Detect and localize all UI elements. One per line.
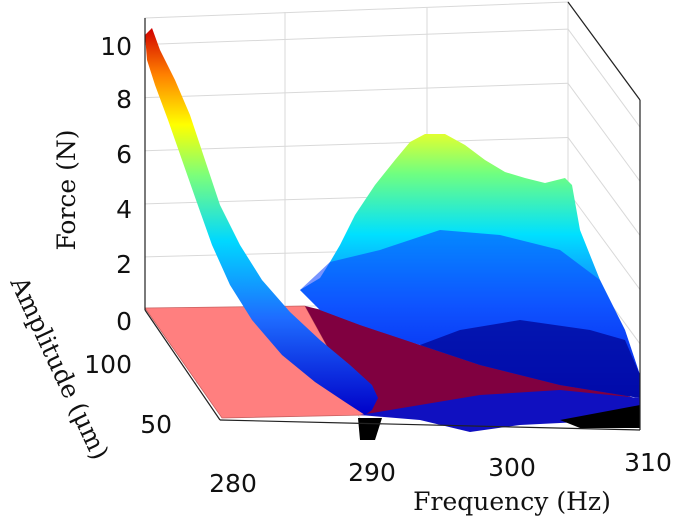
z-grid-line <box>567 137 641 236</box>
x-ticks: 280 290 300 310 <box>209 448 672 498</box>
x-tick-label: 280 <box>209 469 257 498</box>
z-grid-line <box>567 28 641 128</box>
z-ticks: 10 8 6 4 2 0 <box>100 32 132 336</box>
x-tick-label: 300 <box>488 453 536 482</box>
z-grid-line <box>144 28 569 46</box>
z-grid-line <box>567 191 641 290</box>
x-axis-label: Frequency (Hz) <box>413 487 611 516</box>
black-shadow-left <box>358 418 382 440</box>
axes-frame <box>144 1 641 431</box>
y-tick-label: 100 <box>84 350 132 379</box>
z-tick-label: 0 <box>116 307 132 336</box>
z-tick-label: 4 <box>116 195 132 224</box>
z-tick-label: 6 <box>116 140 132 169</box>
x-tick-label: 290 <box>348 458 396 487</box>
z-tick-label: 2 <box>116 250 132 279</box>
z-tick-label: 10 <box>100 32 132 61</box>
y-ticks: 100 50 <box>84 350 172 439</box>
z-grid-line <box>144 136 569 152</box>
y-tick-label: 50 <box>140 410 172 439</box>
z-tick-label: 8 <box>116 85 132 114</box>
left-branch-surface <box>145 28 378 415</box>
z-axis-label: Force (N) <box>52 129 81 250</box>
black-shadow-right <box>560 405 640 428</box>
z-grid-line <box>144 82 569 99</box>
ridge-base <box>420 320 640 398</box>
z-grid-line <box>567 82 641 182</box>
x-tick-label: 310 <box>624 448 672 477</box>
